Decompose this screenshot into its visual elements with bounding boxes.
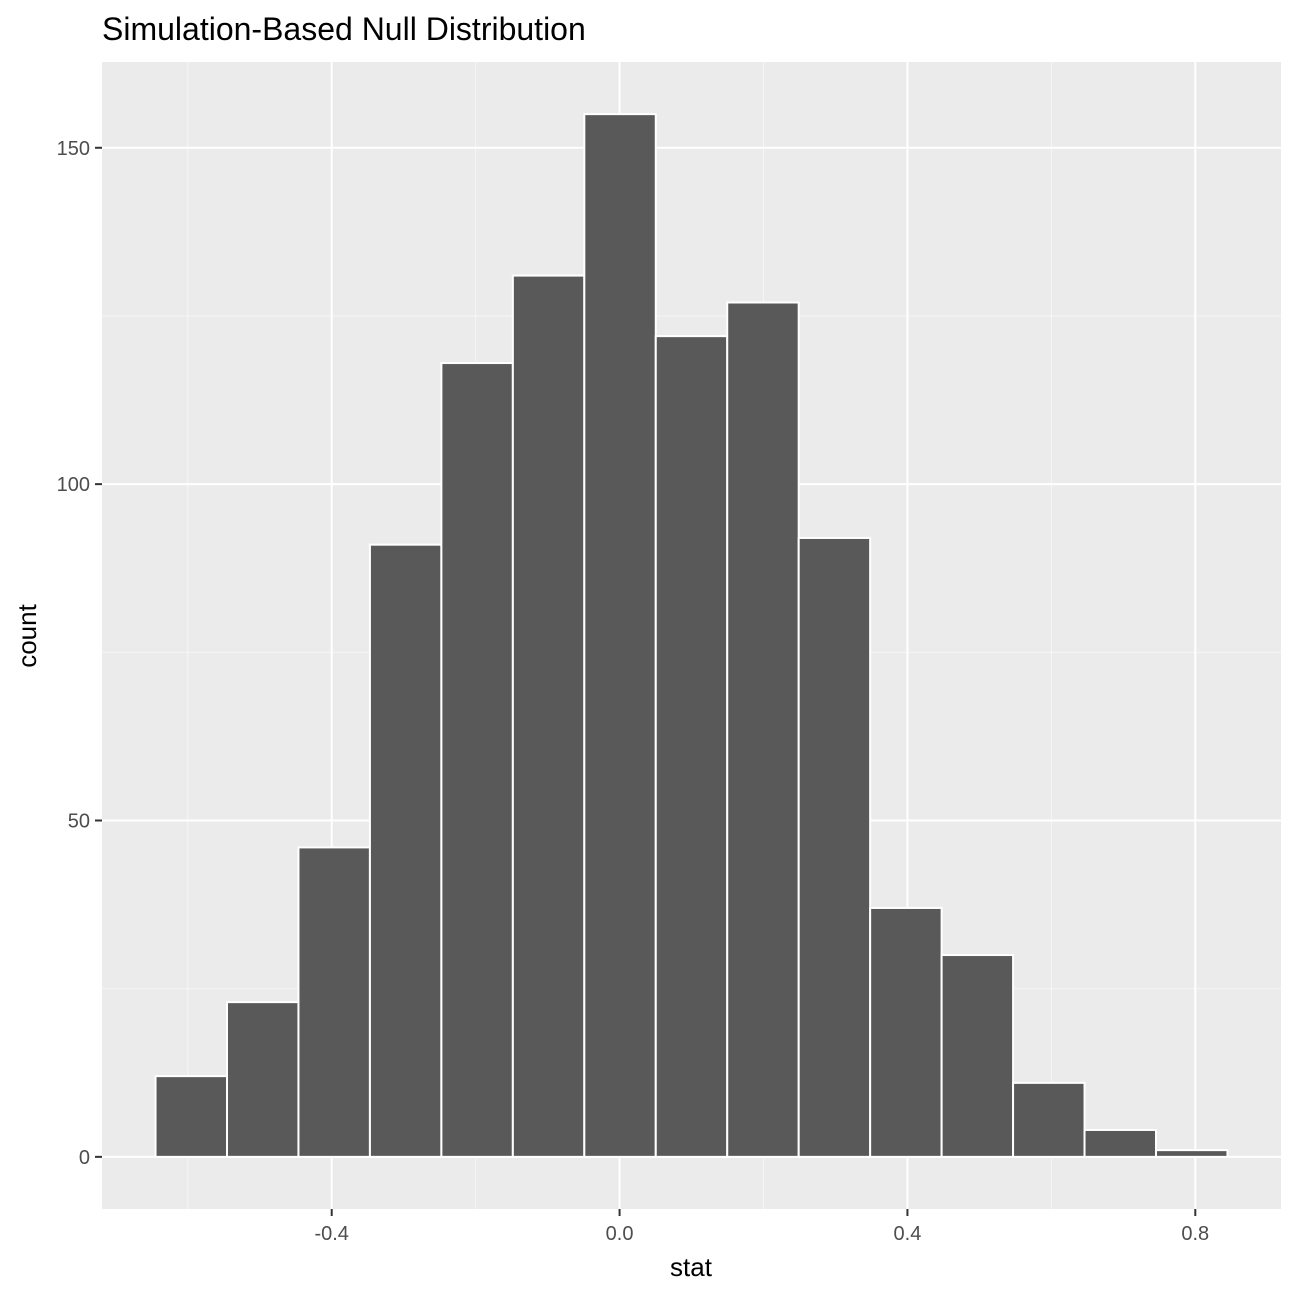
x-tick-label: 0.0 [606, 1223, 634, 1245]
histogram-bar [869, 906, 943, 1158]
histogram-bar [654, 335, 729, 1158]
histogram-bar [154, 1075, 229, 1158]
y-tick-label: 50 [68, 811, 90, 833]
histogram-bar [297, 846, 371, 1158]
x-tick-label: -0.4 [314, 1223, 348, 1245]
histogram-bar [583, 113, 657, 1158]
y-tick-label: 0 [79, 1147, 90, 1169]
histogram-bar [1083, 1128, 1157, 1158]
x-tick-label: 0.4 [894, 1223, 922, 1245]
histogram-bar [226, 1001, 300, 1158]
histogram-bar [1154, 1149, 1229, 1158]
x-tick-label: 0.8 [1181, 1223, 1209, 1245]
x-axis-label: stat [670, 1252, 713, 1282]
histogram-bar [940, 954, 1015, 1158]
histogram-bar [511, 274, 586, 1158]
x-axis: -0.4 0.0 0.4 0.8 [314, 1209, 1209, 1245]
histogram-bar [797, 536, 872, 1158]
y-axis: 0 50 100 150 [57, 138, 102, 1169]
y-tick-label: 150 [57, 138, 90, 160]
histogram-bar [368, 543, 443, 1158]
histogram-bar [1012, 1081, 1086, 1158]
y-tick-label: 100 [57, 474, 90, 496]
histogram-bar [726, 301, 800, 1158]
histogram-bars [154, 113, 1229, 1158]
y-axis-label: count [12, 603, 42, 667]
chart-title: Simulation-Based Null Distribution [102, 11, 586, 47]
histogram-bar [440, 362, 514, 1158]
